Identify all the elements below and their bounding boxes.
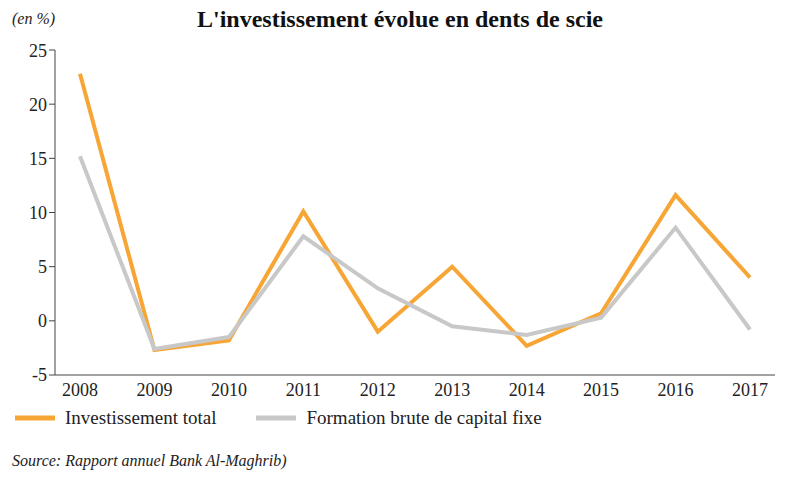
svg-text:2010: 2010 [211,380,247,400]
svg-text:2009: 2009 [136,380,172,400]
svg-text:2017: 2017 [732,380,768,400]
svg-text:2014: 2014 [509,380,545,400]
html-text:Investissement total: Investissement total [65,407,217,428]
svg-text:25: 25 [29,41,47,61]
svg-text:2012: 2012 [360,380,396,400]
svg-text:2011: 2011 [286,380,321,400]
html-text:(en %): (en %) [12,10,56,27]
svg-text:0: 0 [38,311,47,331]
html-text:L'investissement évolue en den: L'investissement évolue en dents de scie [197,6,603,32]
svg-text:2016: 2016 [658,380,694,400]
html-text:Source: Rapport annuel Bank Al: Source: Rapport annuel Bank Al-Maghrib) [12,452,287,469]
svg-text:2015: 2015 [583,380,619,400]
svg-text:-5: -5 [32,365,47,385]
svg-text:10: 10 [29,203,47,223]
svg-text:5: 5 [38,257,47,277]
html-text:Formation brute de capital fix: Formation brute de capital fixe [306,407,542,428]
svg-text:15: 15 [29,149,47,169]
svg-text:20: 20 [29,95,47,115]
svg-text:2008: 2008 [62,380,98,400]
svg-text:2013: 2013 [434,380,470,400]
